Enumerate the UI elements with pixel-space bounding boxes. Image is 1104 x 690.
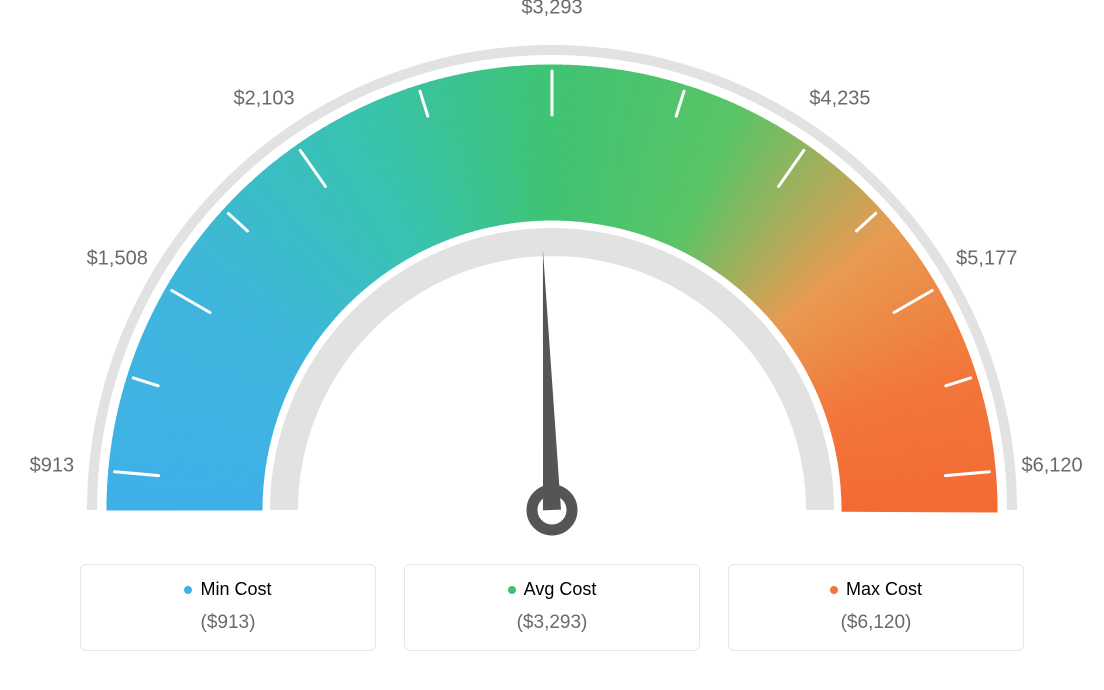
legend-title-avg: Avg Cost [508,579,597,600]
dot-icon [830,586,838,594]
gauge-tick-label: $4,235 [809,87,870,110]
legend-card-min: Min Cost ($913) [80,564,376,651]
gauge-tick-label: $2,103 [233,87,294,110]
legend-value-min: ($913) [91,612,365,634]
dot-icon [184,586,192,594]
gauge-tick-label: $913 [30,455,75,478]
legend-value-avg: ($3,293) [415,612,689,634]
gauge-chart: $913 $1,508 $2,103 $3,293 $4,235 $5,177 $6,120 [0,0,1104,560]
gauge-svg [0,0,1104,560]
legend-title-max: Max Cost [830,579,922,600]
legend-title-label: Min Cost [200,579,271,600]
dot-icon [508,586,516,594]
gauge-tick-label: $3,293 [521,0,582,20]
legend-card-avg: Avg Cost ($3,293) [404,564,700,651]
legend-card-max: Max Cost ($6,120) [728,564,1024,651]
gauge-tick-label: $5,177 [956,248,1017,271]
legend-title-min: Min Cost [184,579,271,600]
legend-value-max: ($6,120) [739,612,1013,634]
gauge-tick-label: $6,120 [1021,455,1082,478]
legend-row: Min Cost ($913) Avg Cost ($3,293) Max Co… [0,564,1104,651]
legend-title-label: Max Cost [846,579,922,600]
legend-title-label: Avg Cost [524,579,597,600]
gauge-tick-label: $1,508 [87,248,148,271]
